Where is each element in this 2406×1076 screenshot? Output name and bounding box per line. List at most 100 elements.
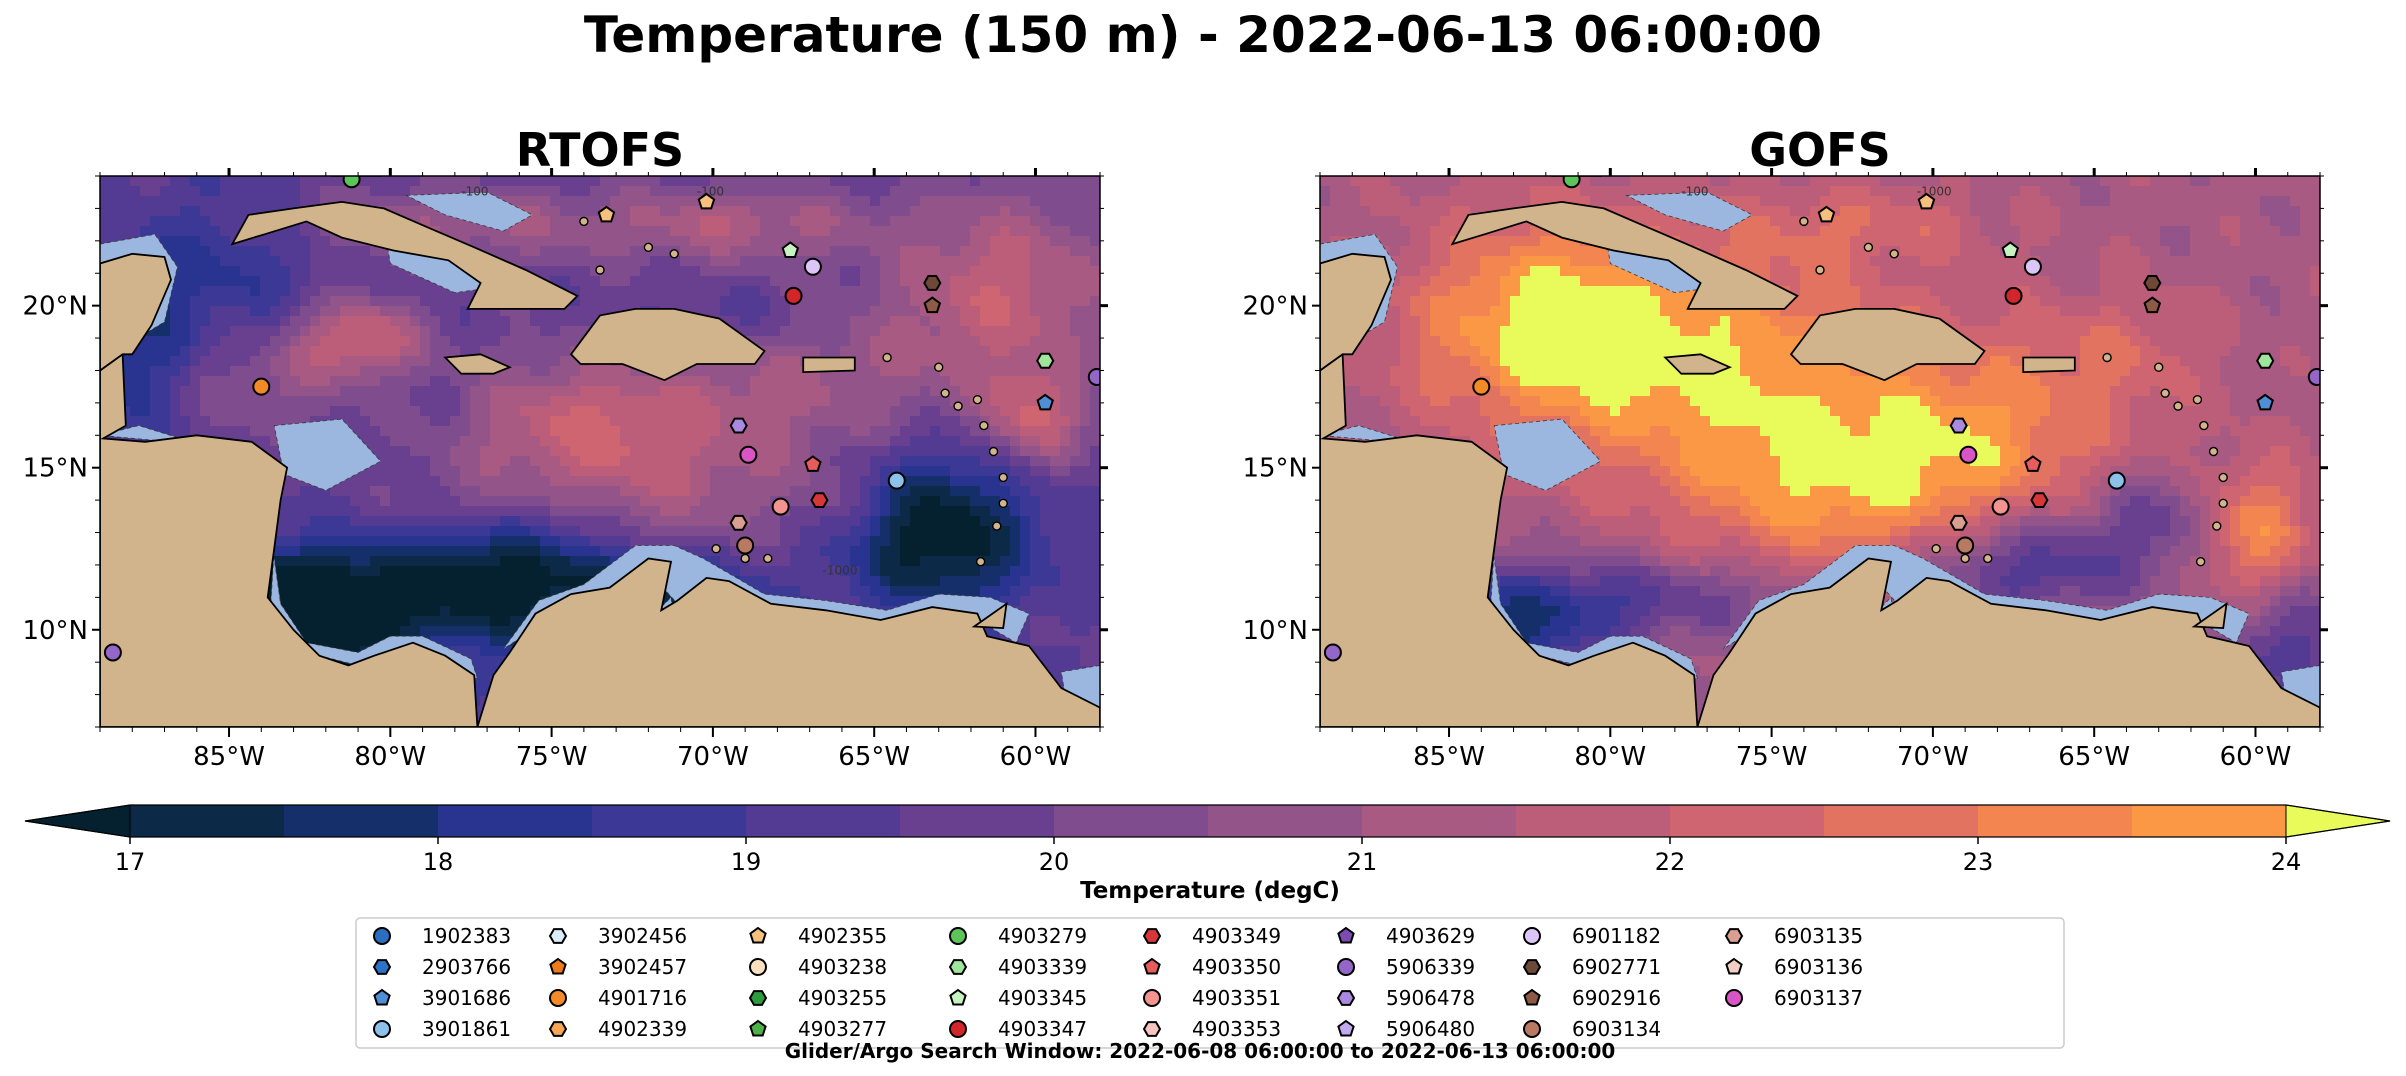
field-cell xyxy=(1050,286,1061,297)
field-cell xyxy=(690,426,701,437)
field-cell xyxy=(1050,396,1061,407)
field-cell xyxy=(440,366,451,377)
field-cell xyxy=(200,286,211,297)
field-cell xyxy=(720,526,731,537)
field-cell xyxy=(630,536,641,547)
field-cell xyxy=(430,316,441,327)
field-cell xyxy=(1050,546,1061,557)
field-cell xyxy=(1080,176,1091,187)
field-cell xyxy=(1070,296,1081,307)
field-cell xyxy=(470,186,481,197)
field-cell xyxy=(290,386,301,397)
field-cell xyxy=(990,246,1001,257)
field-cell xyxy=(740,176,751,187)
field-cell xyxy=(1050,276,1061,287)
field-cell xyxy=(690,246,701,257)
field-cell xyxy=(920,426,931,437)
field-cell xyxy=(1090,626,1100,637)
field-cell xyxy=(860,196,871,207)
field-cell xyxy=(930,256,941,267)
field-cell xyxy=(980,566,991,577)
field-cell xyxy=(510,366,521,377)
field-cell xyxy=(750,576,761,587)
field-cell xyxy=(840,406,851,417)
field-cell xyxy=(670,466,681,477)
field-cell xyxy=(440,586,451,597)
field-cell xyxy=(1060,286,1071,297)
field-cell xyxy=(850,536,861,547)
field-cell xyxy=(1040,206,1051,217)
field-cell xyxy=(100,176,111,187)
field-cell xyxy=(340,516,351,527)
field-cell xyxy=(230,416,241,427)
field-cell xyxy=(500,416,511,427)
field-cell xyxy=(210,276,221,287)
field-cell xyxy=(870,566,881,577)
field-cell xyxy=(360,476,371,487)
field-cell xyxy=(1020,336,1031,347)
field-cell xyxy=(480,226,491,237)
field-cell xyxy=(540,416,551,427)
field-cell xyxy=(290,546,301,557)
field-cell xyxy=(280,406,291,417)
field-cell xyxy=(200,296,211,307)
field-cell xyxy=(1000,566,1011,577)
field-cell xyxy=(420,426,431,437)
field-cell xyxy=(1080,456,1091,467)
field-cell xyxy=(1090,206,1100,217)
field-cell xyxy=(690,236,701,247)
field-cell xyxy=(850,566,861,577)
field-cell xyxy=(750,386,761,397)
field-cell xyxy=(250,206,261,217)
field-cell xyxy=(900,546,911,557)
field-cell xyxy=(920,366,931,377)
field-cell xyxy=(320,316,331,327)
field-cell xyxy=(540,436,551,447)
field-cell xyxy=(440,576,451,587)
field-cell xyxy=(520,506,531,517)
field-cell xyxy=(200,256,211,267)
field-cell xyxy=(390,436,401,447)
field-cell xyxy=(330,486,341,497)
field-cell xyxy=(180,176,191,187)
field-cell xyxy=(960,326,971,337)
field-cell xyxy=(330,366,341,377)
field-cell xyxy=(920,546,931,557)
field-cell xyxy=(820,206,831,217)
field-cell xyxy=(730,496,741,507)
field-cell xyxy=(170,256,181,267)
field-cell xyxy=(860,446,871,457)
field-cell xyxy=(200,386,211,397)
field-cell xyxy=(720,236,731,247)
field-cell xyxy=(1080,426,1091,437)
field-cell xyxy=(810,416,821,427)
field-cell xyxy=(790,406,801,417)
field-cell xyxy=(820,586,831,597)
field-cell xyxy=(190,246,201,257)
field-cell xyxy=(1090,446,1100,457)
field-cell xyxy=(620,476,631,487)
field-cell xyxy=(990,506,1001,517)
field-cell xyxy=(740,396,751,407)
field-cell xyxy=(1060,356,1071,367)
field-cell xyxy=(490,176,501,187)
field-cell xyxy=(340,366,351,377)
field-cell xyxy=(710,246,721,257)
field-cell xyxy=(900,396,911,407)
field-cell xyxy=(530,476,541,487)
field-cell xyxy=(770,216,781,227)
field-cell xyxy=(610,216,621,227)
field-cell xyxy=(840,446,851,457)
field-cell xyxy=(440,566,451,577)
field-cell xyxy=(1060,656,1071,667)
field-cell xyxy=(560,186,571,197)
field-cell xyxy=(350,296,361,307)
field-cell xyxy=(990,566,1001,577)
field-cell xyxy=(750,276,761,287)
field-cell xyxy=(320,256,331,267)
field-cell xyxy=(730,446,741,457)
field-cell xyxy=(640,466,651,477)
field-cell xyxy=(330,176,341,187)
field-cell xyxy=(710,386,721,397)
field-cell xyxy=(370,286,381,297)
